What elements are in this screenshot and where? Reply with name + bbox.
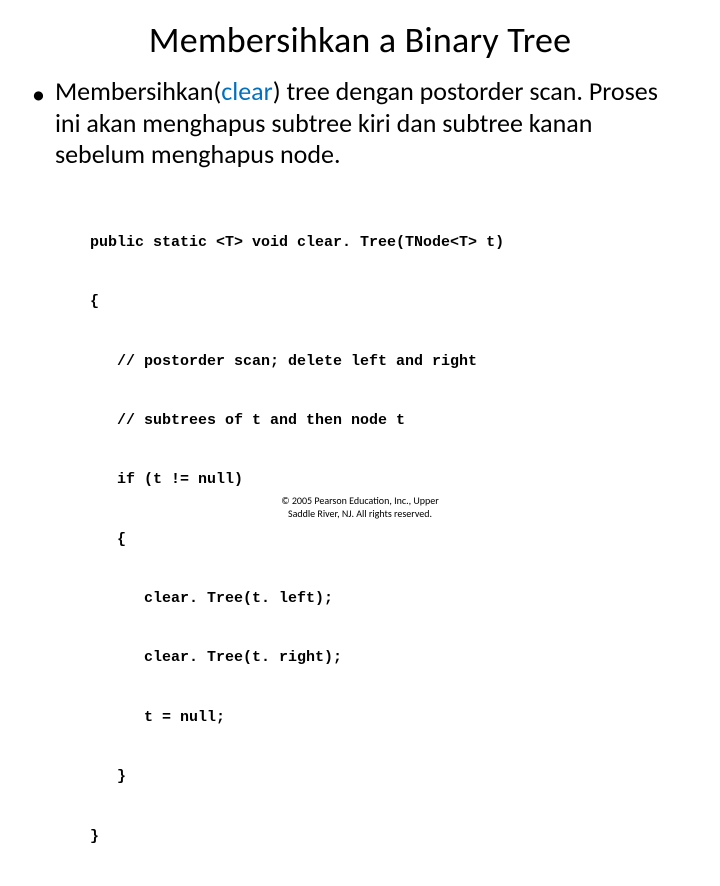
bullet-marker: • (32, 78, 45, 111)
code-line: // postorder scan; delete left and right (90, 352, 680, 372)
code-line: clear. Tree(t. right); (90, 648, 680, 668)
code-line: } (90, 767, 680, 787)
bullet-item: • Membersihkan(clear) tree dengan postor… (40, 76, 680, 171)
slide-title: Membersihkan a Binary Tree (40, 18, 680, 62)
code-line: { (90, 292, 680, 312)
code-line: clear. Tree(t. left); (90, 589, 680, 609)
code-line: if (t != null) (90, 470, 680, 490)
bullet-text: Membersihkan(clear) tree dengan postorde… (55, 76, 680, 171)
footer-line-2: Saddle River, NJ. All rights reserved. (0, 508, 720, 521)
footer-line-1: © 2005 Pearson Education, Inc., Upper (0, 495, 720, 508)
bullet-highlight: clear (221, 75, 272, 107)
code-line: t = null; (90, 708, 680, 728)
code-line: public static <T> void clear. Tree(TNode… (90, 233, 680, 253)
code-line: // subtrees of t and then node t (90, 411, 680, 431)
copyright-footer: © 2005 Pearson Education, Inc., Upper Sa… (0, 495, 720, 520)
bullet-prefix: Membersihkan( (55, 75, 221, 107)
code-line: } (90, 827, 680, 847)
slide-container: Membersihkan a Binary Tree • Membersihka… (0, 0, 720, 540)
